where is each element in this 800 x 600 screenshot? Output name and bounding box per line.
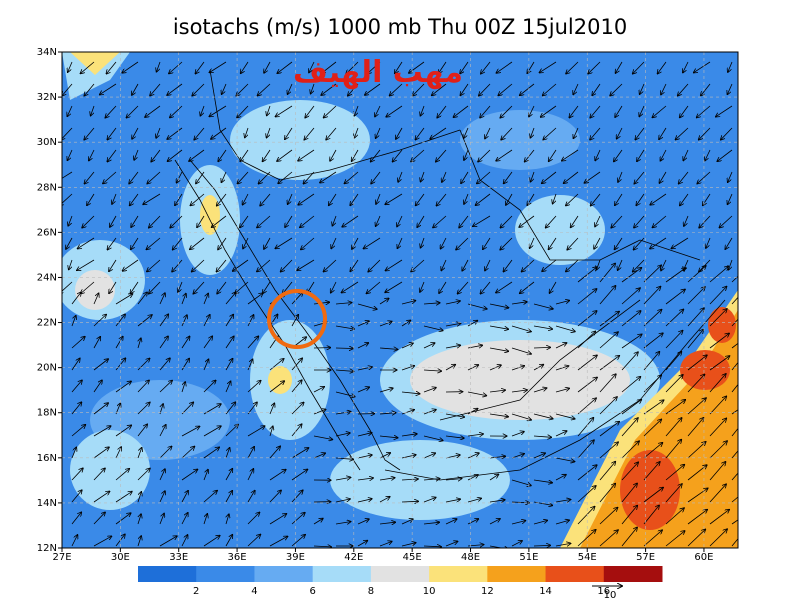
lat-tick-label: 28N bbox=[37, 182, 57, 193]
lon-tick-label: 54E bbox=[578, 552, 597, 563]
map-frame bbox=[61, 51, 739, 549]
colorbar-swatch bbox=[254, 566, 314, 582]
lon-tick-label: 57E bbox=[636, 552, 655, 563]
lon-tick-label: 36E bbox=[228, 552, 247, 563]
colorbar-label: 6 bbox=[309, 586, 315, 597]
lat-tick-label: 18N bbox=[37, 408, 57, 419]
title: isotachs (m/s) 1000 mb Thu 00Z 15jul2010 bbox=[173, 15, 627, 39]
lon-tick-label: 39E bbox=[286, 552, 305, 563]
lat-tick-label: 26N bbox=[37, 227, 57, 238]
lon-tick-label: 42E bbox=[344, 552, 363, 563]
graticule bbox=[62, 52, 738, 548]
colorbar-swatch bbox=[196, 566, 255, 582]
lat-tick-label: 20N bbox=[37, 363, 57, 374]
lat-tick-label: 22N bbox=[37, 318, 57, 329]
lon-tick-label: 51E bbox=[519, 552, 538, 563]
lon-tick-label: 60E bbox=[694, 552, 713, 563]
colorbar-swatch bbox=[138, 566, 197, 582]
colorbar-label: 2 bbox=[193, 586, 199, 597]
annotation: مهب الهيف bbox=[293, 55, 463, 90]
lon-tick-label: 48E bbox=[461, 552, 480, 563]
lat-tick-label: 32N bbox=[37, 92, 57, 103]
map-field: مهب الهيف bbox=[62, 52, 738, 548]
colorbar-swatch bbox=[545, 566, 605, 582]
lat-tick-label: 24N bbox=[37, 272, 57, 283]
colorbar-swatch bbox=[603, 566, 663, 582]
lat-tick-label: 30N bbox=[37, 137, 57, 148]
colorbar-swatch bbox=[312, 566, 372, 582]
colorbar-label: 12 bbox=[481, 586, 494, 597]
lat-tick-label: 34N bbox=[37, 47, 57, 58]
lon-tick-label: 30E bbox=[111, 552, 130, 563]
colorbar-swatch bbox=[370, 566, 430, 582]
field-shading bbox=[62, 52, 738, 548]
reference-vector-label: 10 bbox=[604, 590, 617, 600]
colorbar-swatch bbox=[487, 566, 547, 582]
lat-tick-label: 16N bbox=[37, 453, 57, 464]
colorbar-label: 14 bbox=[539, 586, 552, 597]
lon-tick-label: 33E bbox=[169, 552, 188, 563]
lon-tick-label: 27E bbox=[52, 552, 71, 563]
axes: 12N 14N 16N 18N 20N 22N 24N 26N 28N 30N 32N 34N 27E 3… bbox=[37, 47, 714, 563]
wind-vectors bbox=[62, 61, 738, 548]
colorbar-label: 16 bbox=[597, 586, 610, 597]
colorbar-swatch bbox=[429, 566, 488, 582]
lon-tick-label: 45E bbox=[403, 552, 422, 563]
colorbar-label: 8 bbox=[368, 586, 374, 597]
lat-tick-label: 14N bbox=[37, 498, 57, 509]
colorbar-label: 10 bbox=[423, 586, 436, 597]
lat-tick-label: 12N bbox=[37, 543, 57, 554]
highlight-circle bbox=[267, 289, 327, 349]
colorbar-label: 4 bbox=[251, 586, 257, 597]
